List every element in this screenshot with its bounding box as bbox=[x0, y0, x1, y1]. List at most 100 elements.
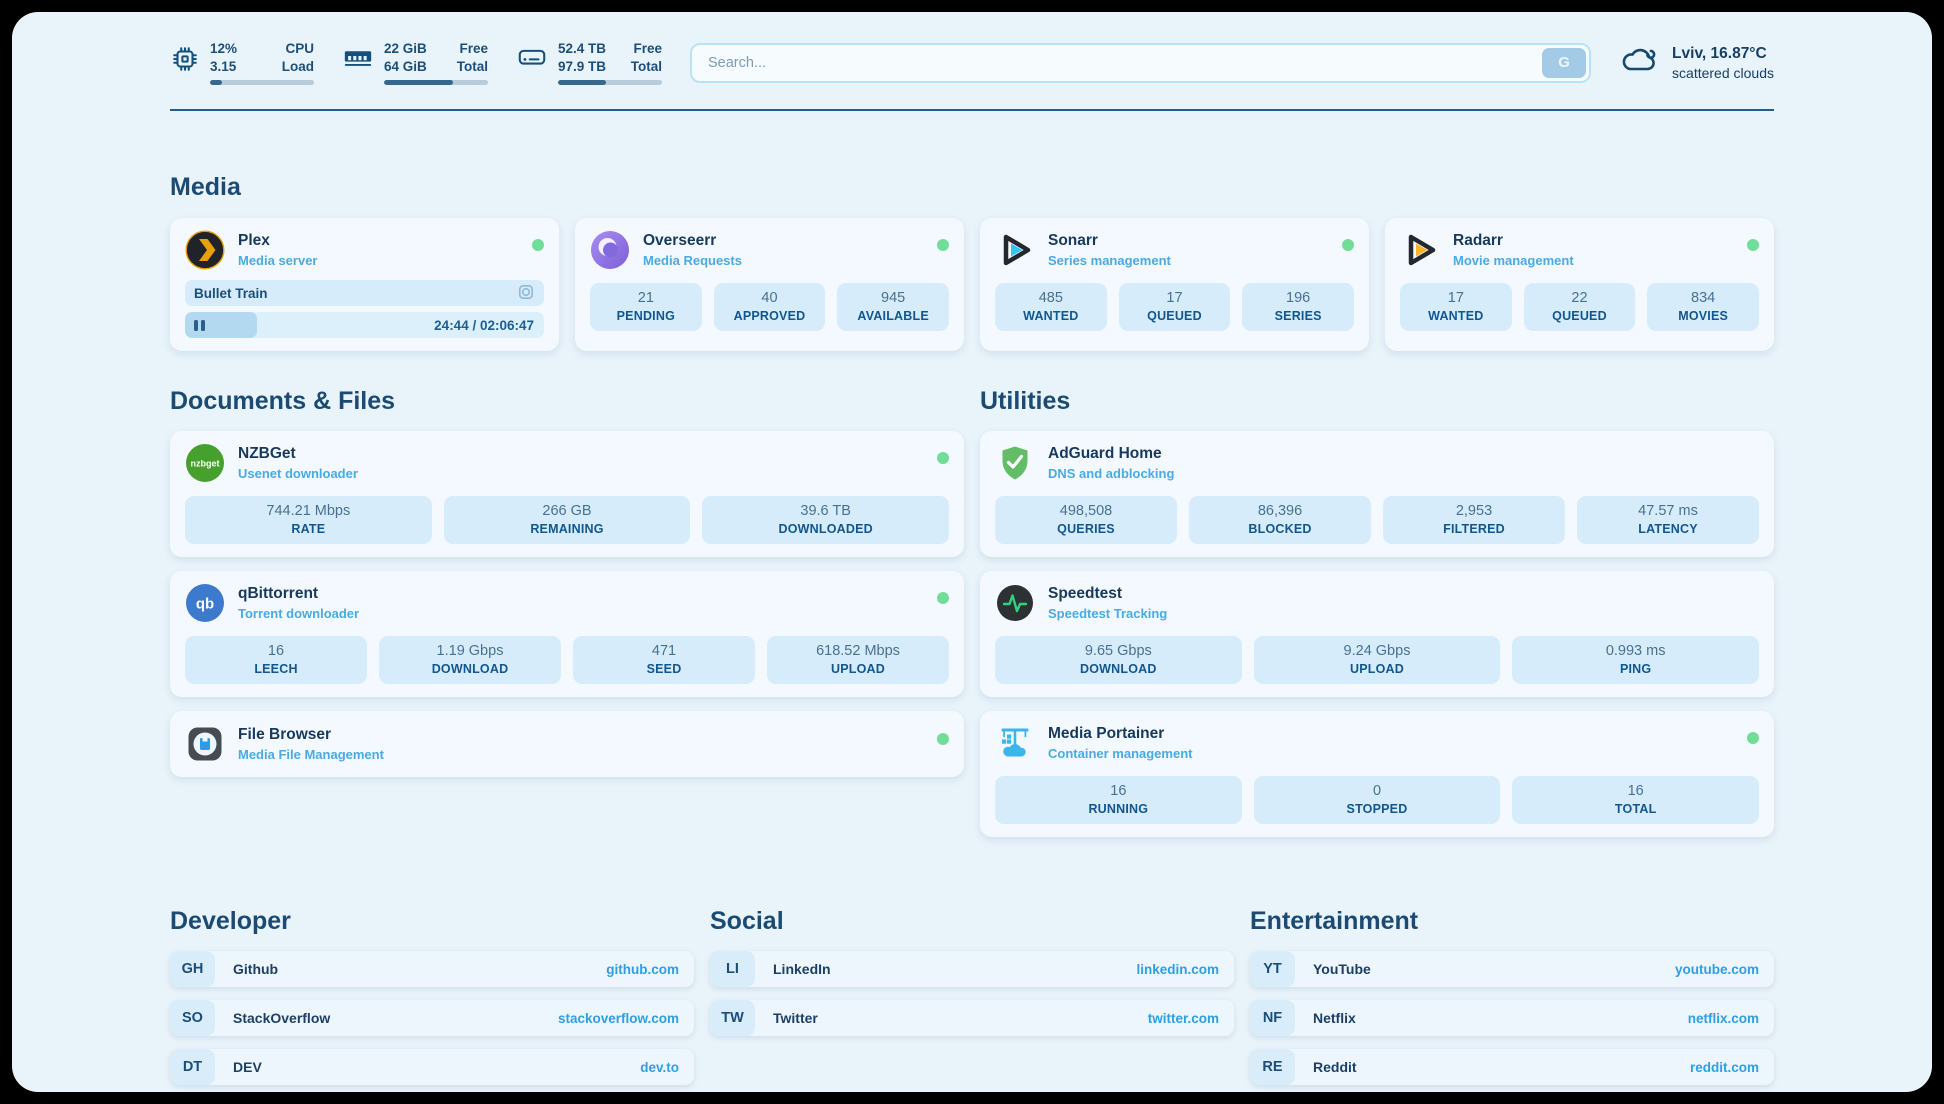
app-card-sonarr[interactable]: Sonarr Series management 485 WANTED 17 Q… bbox=[980, 218, 1369, 352]
pause-icon[interactable] bbox=[194, 319, 205, 331]
link-netflix[interactable]: NF Netflix netflix.com bbox=[1250, 1000, 1774, 1037]
app-card-overseerr[interactable]: Overseerr Media Requests 21 PENDING 40 A… bbox=[575, 218, 964, 352]
link-abbr-badge: YT bbox=[1250, 951, 1295, 988]
stat-label: SERIES bbox=[1274, 309, 1322, 324]
stat-value: 39.6 TB bbox=[800, 503, 851, 520]
stat-label: REMAINING bbox=[530, 522, 604, 537]
disk-metric: 52.4 TB 97.9 TB Free Total bbox=[516, 40, 662, 86]
plex-logo-icon bbox=[185, 230, 225, 270]
link-name: StackOverflow bbox=[233, 1010, 331, 1027]
link-abbr-badge: TW bbox=[710, 1000, 755, 1037]
stat-box: 485 WANTED bbox=[995, 283, 1107, 332]
section-title-media: Media bbox=[170, 173, 241, 202]
cpu-percent: 12% bbox=[210, 41, 238, 56]
link-reddit[interactable]: RE Reddit reddit.com bbox=[1250, 1049, 1774, 1086]
top-bar: 12% 3.15 CPU Load bbox=[170, 40, 1774, 86]
app-card-qbittorrent[interactable]: qb qBittorrent Torrent downloader 16 LEE… bbox=[170, 571, 964, 698]
ram-total: 64 GiB bbox=[384, 58, 427, 74]
stat-box: 471 SEED bbox=[573, 636, 755, 685]
cpu-chip-icon bbox=[170, 44, 200, 74]
status-online-dot bbox=[937, 592, 949, 605]
sonarr-logo-icon bbox=[995, 230, 1035, 270]
app-subtitle: Media File Management bbox=[238, 747, 384, 763]
disk-progress-bar bbox=[558, 80, 662, 86]
media-card-grid: Plex Media server Bullet Train 24:44 bbox=[170, 218, 1774, 352]
link-youtube[interactable]: YT YouTube youtube.com bbox=[1250, 951, 1774, 988]
app-card-speedtest[interactable]: Speedtest Speedtest Tracking 9.65 Gbps D… bbox=[980, 571, 1774, 698]
links-section-social: Social LI LinkedIn linkedin.com TW Twitt… bbox=[710, 907, 1234, 1085]
svg-text:nzbget: nzbget bbox=[191, 459, 220, 469]
stat-box: 0.993 ms PING bbox=[1512, 636, 1759, 685]
link-url: reddit.com bbox=[1689, 1059, 1759, 1075]
section-title-social: Social bbox=[710, 907, 784, 936]
link-dev[interactable]: DT DEV dev.to bbox=[170, 1049, 694, 1086]
file-browser-logo-icon bbox=[185, 724, 225, 764]
stat-value: 9.24 Gbps bbox=[1343, 643, 1411, 660]
app-card-adguard-home[interactable]: AdGuard Home DNS and adblocking 498,508 … bbox=[980, 431, 1774, 558]
app-subtitle: DNS and adblocking bbox=[1048, 466, 1175, 482]
stat-box: 17 WANTED bbox=[1400, 283, 1512, 332]
app-subtitle: Movie management bbox=[1453, 253, 1574, 269]
link-stackoverflow[interactable]: SO StackOverflow stackoverflow.com bbox=[170, 1000, 694, 1037]
ram-icon bbox=[342, 44, 374, 68]
ram-free: 22 GiB bbox=[384, 41, 427, 56]
stat-label: AVAILABLE bbox=[857, 309, 929, 324]
stat-value: 0.993 ms bbox=[1605, 643, 1666, 660]
stat-box: 266 GB REMAINING bbox=[443, 496, 691, 545]
stat-value: 945 bbox=[881, 290, 906, 307]
app-subtitle: Usenet downloader bbox=[238, 466, 358, 482]
radarr-logo-icon bbox=[1400, 230, 1440, 270]
app-card-media-portainer[interactable]: Media Portainer Container management 16 … bbox=[980, 711, 1774, 838]
link-github[interactable]: GH Github github.com bbox=[170, 951, 694, 988]
stat-label: RUNNING bbox=[1088, 802, 1149, 817]
app-card-nzbget[interactable]: nzbget NZBGet Usenet downloader 744.21 M… bbox=[170, 431, 964, 558]
status-online-dot bbox=[937, 733, 949, 746]
search-provider-button[interactable]: G bbox=[1542, 47, 1587, 78]
stat-label: QUERIES bbox=[1057, 522, 1115, 537]
stat-box: 22 QUEUED bbox=[1523, 283, 1636, 332]
disk-free-label: Free bbox=[633, 41, 662, 56]
weather-condition: scattered clouds bbox=[1672, 64, 1774, 81]
stat-label: LATENCY bbox=[1638, 522, 1698, 537]
stat-value: 21 bbox=[637, 290, 654, 307]
disk-total: 97.9 TB bbox=[558, 58, 607, 74]
playback-time: 24:44 / 02:06:47 bbox=[434, 317, 534, 333]
search-input[interactable] bbox=[690, 42, 1592, 83]
link-name: Netflix bbox=[1313, 1010, 1356, 1027]
stat-value: 485 bbox=[1038, 290, 1063, 307]
link-url: linkedin.com bbox=[1136, 961, 1219, 977]
app-name: Radarr bbox=[1453, 232, 1503, 250]
cloud-icon bbox=[1619, 44, 1659, 81]
link-linkedin[interactable]: LI LinkedIn linkedin.com bbox=[710, 951, 1234, 988]
stat-value: 9.65 Gbps bbox=[1084, 643, 1152, 660]
stat-label: QUEUED bbox=[1147, 309, 1202, 324]
link-url: youtube.com bbox=[1674, 961, 1759, 977]
app-card-plex[interactable]: Plex Media server Bullet Train 24:44 bbox=[170, 218, 559, 352]
stat-box: 1.19 Gbps DOWNLOAD bbox=[379, 636, 561, 685]
stat-box: 834 MOVIES bbox=[1647, 283, 1759, 332]
stat-label: LEECH bbox=[254, 662, 298, 677]
app-name: AdGuard Home bbox=[1048, 445, 1162, 463]
disk-total-label: Total bbox=[630, 58, 662, 74]
stat-value: 2,953 bbox=[1455, 503, 1493, 520]
now-playing-title: Bullet Train bbox=[194, 285, 268, 301]
stat-label: WANTED bbox=[1428, 309, 1484, 324]
app-card-radarr[interactable]: Radarr Movie management 17 WANTED 22 QUE… bbox=[1385, 218, 1774, 352]
cpu-load-label: Load bbox=[281, 58, 314, 74]
link-twitter[interactable]: TW Twitter twitter.com bbox=[710, 1000, 1234, 1037]
ram-total-label: Total bbox=[456, 58, 488, 74]
app-subtitle: Container management bbox=[1048, 746, 1193, 762]
stat-box: 9.65 Gbps DOWNLOAD bbox=[995, 636, 1242, 685]
stat-value: 22 bbox=[1571, 290, 1588, 307]
app-subtitle: Media server bbox=[238, 253, 318, 269]
ram-free-label: Free bbox=[459, 41, 488, 56]
stat-value: 498,508 bbox=[1059, 503, 1113, 520]
stat-value: 196 bbox=[1286, 290, 1311, 307]
app-subtitle: Media Requests bbox=[643, 253, 742, 269]
stat-box: 2,953 FILTERED bbox=[1383, 496, 1565, 545]
link-abbr-badge: SO bbox=[170, 1000, 215, 1037]
stat-box: 0 STOPPED bbox=[1253, 776, 1501, 825]
stat-value: 834 bbox=[1691, 290, 1716, 307]
app-card-file-browser[interactable]: File Browser Media File Management bbox=[170, 711, 964, 778]
stat-value: 40 bbox=[761, 290, 778, 307]
